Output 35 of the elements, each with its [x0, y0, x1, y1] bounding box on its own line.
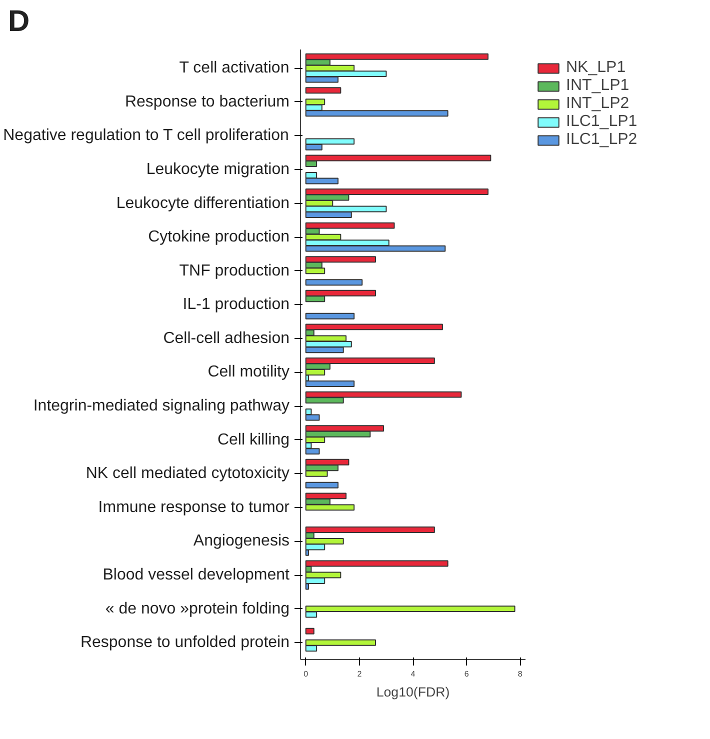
- legend-label: INT_LP1: [566, 77, 630, 95]
- y-tick-label: Leukocyte migration: [146, 160, 290, 178]
- y-tick-label: Integrin-mediated signaling pathway: [33, 398, 290, 415]
- y-tick-label: TNF production: [179, 262, 290, 280]
- y-tick-label: IL-1 production: [182, 296, 290, 314]
- bar: [305, 87, 342, 94]
- y-tick-label: Response to bacterium: [124, 93, 290, 110]
- legend-label: ILC1_LP1: [566, 113, 638, 131]
- y-tick-label: Cell motility: [208, 364, 290, 381]
- y-tick-label: « de novo »protein folding: [105, 600, 290, 618]
- legend-label: NK_LP1: [566, 59, 626, 77]
- bar: [305, 482, 338, 488]
- x-tick-label: 4: [410, 670, 416, 678]
- bar: [305, 312, 355, 320]
- bar: [305, 628, 314, 634]
- y-tick-label: NK cell mediated cytotoxicity: [86, 465, 290, 482]
- y-tick-label: Immune response to tumor: [98, 498, 290, 516]
- y-tick-label: Cytokine production: [148, 228, 290, 246]
- y-tick-label: Leukocyte differentiation: [116, 194, 290, 212]
- x-tick-label: 2: [357, 670, 362, 678]
- text: D: [8, 5, 30, 39]
- y-tick-label: Blood vessel development: [102, 566, 290, 584]
- legend-label: ILC1_LP2: [566, 131, 638, 149]
- y-tick-label: T cell activation: [179, 60, 290, 77]
- y-tick-label: Cell killing: [217, 431, 290, 448]
- x-axis-title: Log10(FDR): [376, 684, 450, 700]
- y-tick-label: Cell-cell adhesion: [163, 330, 290, 347]
- legend-label: INT_LP2: [566, 95, 630, 113]
- bar: [305, 279, 363, 286]
- y-tick-label: Angiogenesis: [193, 532, 290, 550]
- x-tick-label: 6: [464, 670, 470, 678]
- y-tick-label: Negative regulation to T cell proliferation: [3, 127, 289, 144]
- x-tick-label: 0: [304, 670, 309, 678]
- x-tick-label: 8: [518, 670, 523, 678]
- y-tick-label: Response to unfolded protein: [80, 634, 290, 652]
